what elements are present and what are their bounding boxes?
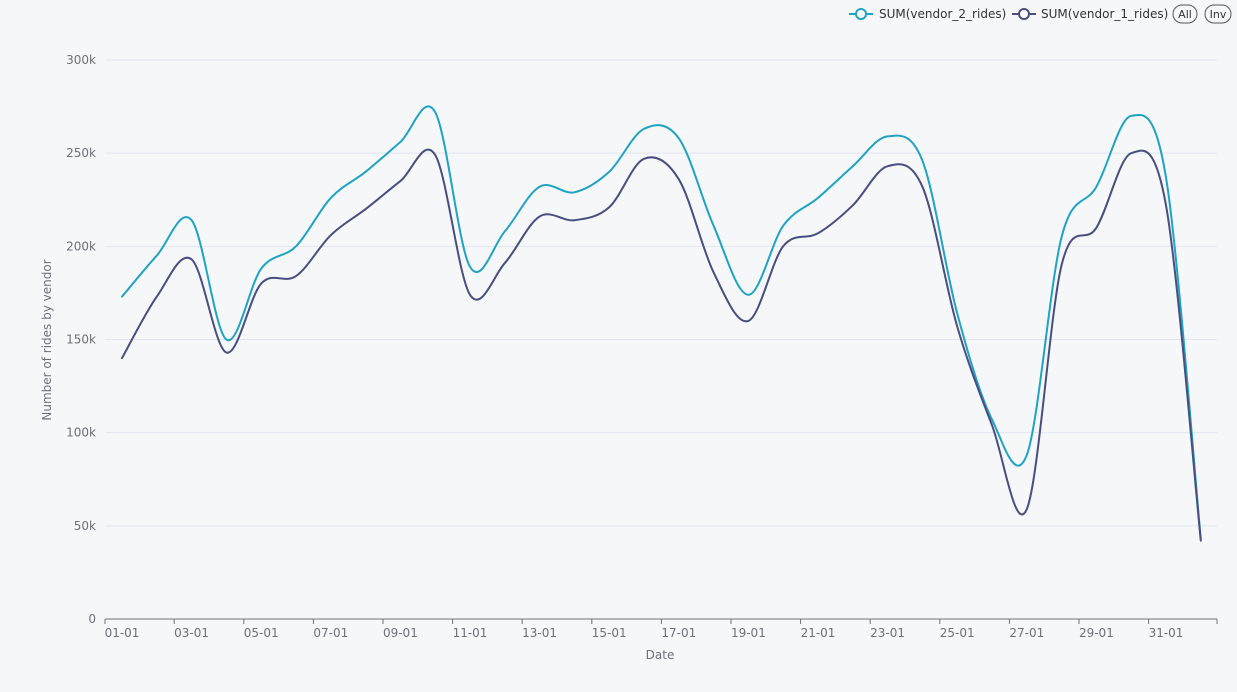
y-axis-title: Number of rides by vendor	[40, 259, 54, 420]
legend-circle-marker-icon	[1018, 8, 1030, 20]
y-tick-label: 250k	[66, 146, 96, 160]
x-tick-label: 13-01	[522, 626, 557, 640]
legend-inv-label: Inv	[1210, 8, 1227, 21]
legend: SUM(vendor_2_rides) SUM(vendor_1_rides) …	[849, 4, 1232, 24]
legend-circle-marker-icon	[855, 8, 867, 20]
x-tick-label: 03-01	[174, 626, 209, 640]
axes: 0 50k 100k 150k 200k 250k 300k 01-01 03-01 05-01 0…	[66, 53, 1218, 640]
legend-all-label: All	[1178, 8, 1192, 21]
x-tick-label: 19-01	[731, 626, 766, 640]
y-tick-label: 50k	[74, 519, 96, 533]
y-tick-label: 100k	[66, 426, 96, 440]
x-tick-label: 01-01	[105, 626, 140, 640]
series-lines	[121, 105, 1202, 542]
x-tick-label: 31-01	[1149, 626, 1184, 640]
x-axis-title: Date	[646, 648, 675, 662]
x-tick-label: 05-01	[244, 626, 279, 640]
legend-item-vendor-1[interactable]: SUM(vendor_1_rides)	[1012, 7, 1168, 21]
x-tick-label: 17-01	[661, 626, 696, 640]
x-tick-label: 07-01	[313, 626, 348, 640]
y-tick-label: 300k	[66, 53, 96, 67]
x-tick-label: 23-01	[870, 626, 905, 640]
legend-label-vendor-2: SUM(vendor_2_rides)	[879, 7, 1006, 21]
x-tick-label: 27-01	[1009, 626, 1044, 640]
x-tick-label: 11-01	[453, 626, 488, 640]
x-tick-label: 25-01	[940, 626, 975, 640]
series-line-vendor-2[interactable]	[121, 105, 1202, 540]
y-tick-label: 150k	[66, 333, 96, 347]
x-tick-label: 29-01	[1079, 626, 1114, 640]
legend-select-all-button[interactable]: All	[1172, 4, 1198, 24]
x-tick-label: 09-01	[383, 626, 418, 640]
y-tick-label: 200k	[66, 239, 96, 253]
legend-label-vendor-1: SUM(vendor_1_rides)	[1041, 7, 1168, 21]
legend-item-vendor-2[interactable]: SUM(vendor_2_rides)	[849, 7, 1006, 21]
series-line-vendor-1[interactable]	[121, 148, 1202, 542]
legend-invert-button[interactable]: Inv	[1204, 4, 1232, 24]
y-tick-label: 0	[88, 612, 96, 626]
x-tick-label: 15-01	[592, 626, 627, 640]
x-tick-label: 21-01	[801, 626, 836, 640]
grid-lines	[105, 59, 1217, 527]
